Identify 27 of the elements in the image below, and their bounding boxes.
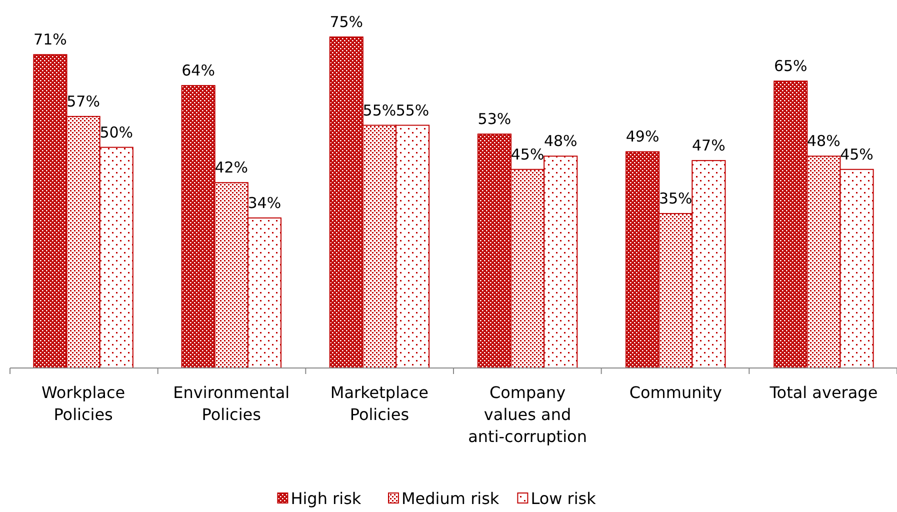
data-label: 55% (396, 101, 430, 120)
x-tick-label: Company values and anti-corruption (468, 383, 587, 446)
x-tick-label: Workplace Policies (42, 383, 126, 424)
data-label: 47% (692, 136, 726, 155)
data-label: 45% (510, 145, 544, 164)
data-label: 64% (182, 62, 215, 80)
data-label: 55% (362, 101, 396, 120)
data-label: 42% (214, 158, 248, 177)
data-label: 50% (100, 123, 134, 142)
data-label: 75% (330, 13, 364, 31)
legend-label: Low risk (530, 489, 597, 508)
x-tick-label: Community (629, 383, 722, 402)
data-label: 53% (478, 110, 512, 128)
data-label: 48% (544, 132, 578, 150)
x-tick-label: Marketplace Policies (330, 383, 428, 424)
data-label: 34% (248, 194, 282, 212)
data-label: 48% (807, 132, 840, 150)
legend-label: Medium risk (402, 489, 500, 508)
x-tick-label: Environmental Policies (173, 383, 290, 424)
data-label: 57% (66, 92, 100, 110)
data-label: 35% (658, 190, 692, 208)
x-tick-label: Total average (768, 383, 878, 402)
legend-label: High risk (290, 489, 362, 508)
data-label: 45% (840, 145, 874, 164)
data-label: 65% (774, 57, 808, 76)
data-label: 71% (34, 30, 67, 49)
data-label: 49% (626, 128, 660, 146)
